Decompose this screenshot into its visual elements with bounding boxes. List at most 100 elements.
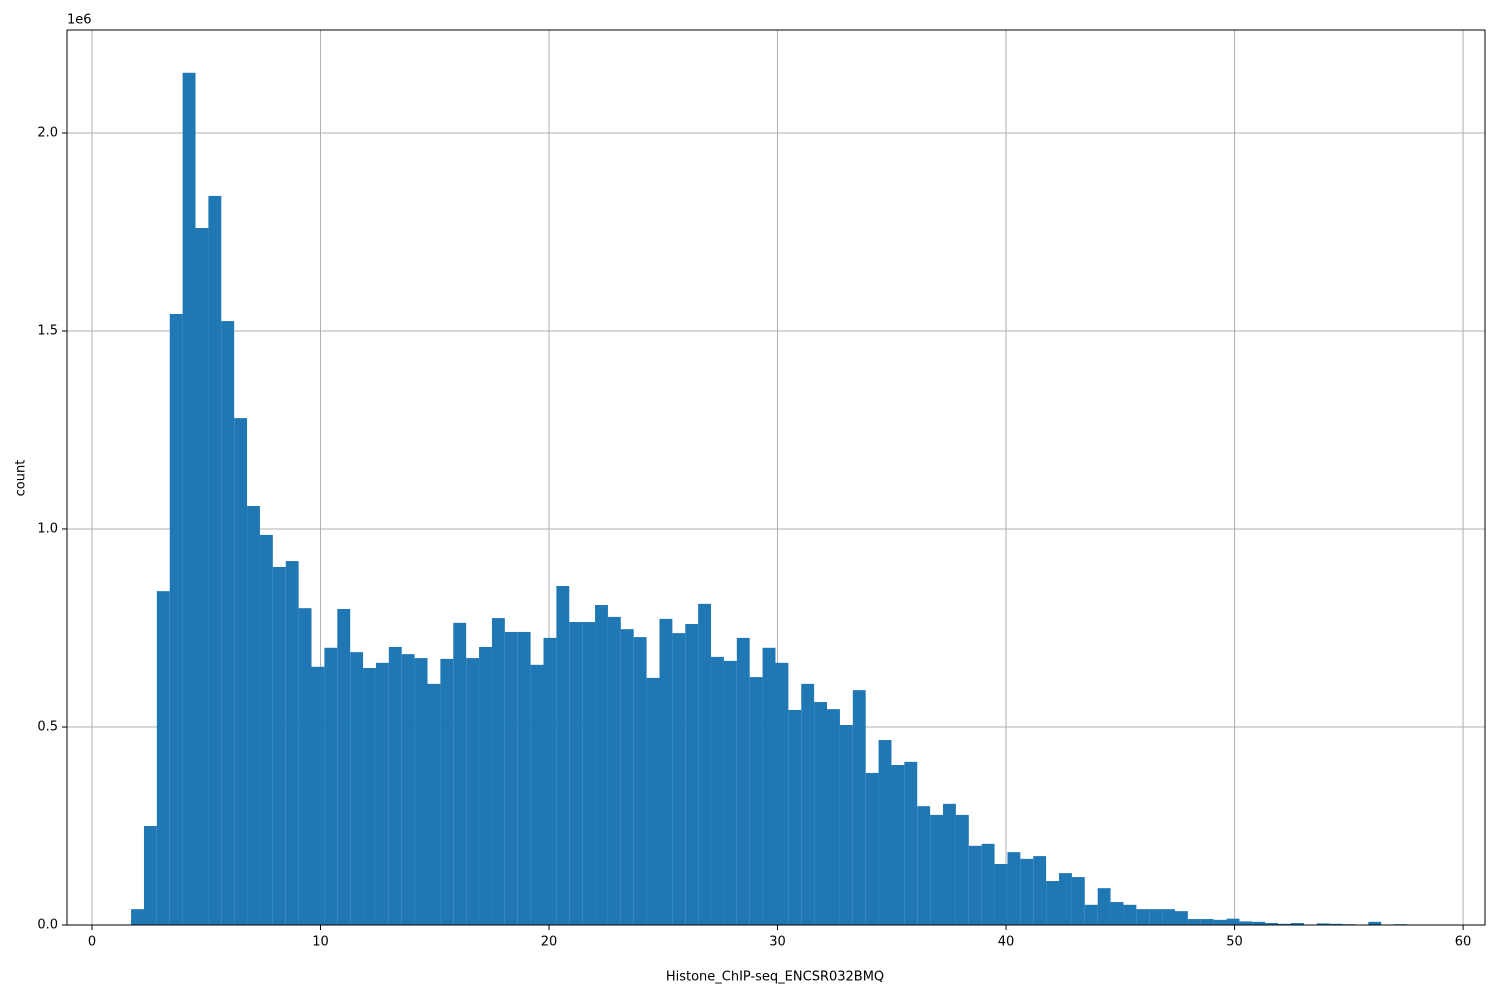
- bar: [736, 637, 750, 925]
- bar: [517, 631, 531, 925]
- bar: [852, 690, 866, 925]
- bar: [1110, 902, 1124, 925]
- bar: [775, 662, 789, 925]
- y-offset-label: 1e6: [67, 13, 92, 28]
- bar: [994, 864, 1008, 925]
- bar: [466, 658, 480, 925]
- bar: [259, 534, 273, 925]
- bar: [156, 591, 170, 925]
- bar: [865, 772, 879, 925]
- y-tick-label: 1.0: [37, 521, 58, 536]
- bar: [801, 683, 815, 925]
- bar: [633, 637, 647, 925]
- bar: [1290, 923, 1304, 925]
- bar: [1175, 911, 1188, 925]
- bar: [659, 618, 673, 925]
- bar: [827, 709, 840, 925]
- bar: [1162, 909, 1176, 925]
- bar: [1316, 923, 1330, 925]
- bar: [1136, 909, 1150, 925]
- plot-frame: [66, 29, 1486, 926]
- bar: [272, 567, 286, 925]
- x-tick-label: 20: [541, 935, 558, 950]
- bar: [1084, 904, 1098, 925]
- bar: [556, 586, 570, 925]
- bar: [1007, 852, 1021, 925]
- bar: [1265, 923, 1279, 925]
- x-tick-label: 60: [1455, 935, 1472, 950]
- bar: [311, 666, 325, 925]
- bar: [672, 633, 686, 925]
- bar: [530, 664, 544, 925]
- bar: [595, 605, 608, 925]
- bar: [247, 506, 260, 925]
- bar: [401, 654, 415, 925]
- bar: [1226, 918, 1240, 925]
- bar: [1368, 921, 1382, 925]
- bar: [1278, 923, 1291, 925]
- bar: [440, 658, 454, 925]
- bar: [685, 624, 699, 925]
- bar: [839, 725, 853, 925]
- bar: [182, 72, 196, 926]
- bar: [1020, 858, 1034, 925]
- bar: [491, 618, 505, 925]
- bar: [582, 622, 596, 925]
- bar: [131, 909, 144, 925]
- bar: [324, 647, 338, 925]
- bar: [968, 845, 982, 925]
- bar: [479, 646, 492, 925]
- bar: [955, 814, 969, 925]
- bar: [981, 843, 995, 925]
- y-tick-label: 0.0: [37, 918, 58, 933]
- bar: [1329, 923, 1343, 925]
- bar: [169, 313, 183, 925]
- bar: [814, 702, 828, 925]
- bar: [375, 662, 389, 925]
- bar: [504, 631, 518, 925]
- bar: [698, 603, 712, 925]
- bar: [337, 608, 351, 925]
- bar: [930, 814, 944, 925]
- bar: [788, 709, 802, 925]
- x-tick-label: 40: [998, 935, 1015, 950]
- bar: [1046, 881, 1060, 925]
- bar: [1033, 856, 1047, 925]
- bar: [195, 228, 209, 925]
- bar: [234, 418, 248, 925]
- bar: [917, 806, 931, 925]
- bar: [363, 667, 376, 925]
- bar: [414, 658, 428, 925]
- bar: [543, 637, 557, 925]
- bar: [891, 765, 905, 925]
- bar: [1187, 919, 1201, 925]
- y-tick-label: 1.5: [37, 323, 58, 338]
- bar: [1239, 921, 1253, 925]
- bar: [878, 740, 892, 925]
- bar: [762, 647, 776, 925]
- y-tick-label: 0.5: [37, 719, 58, 734]
- bar: [221, 321, 235, 925]
- bar: [943, 803, 956, 925]
- y-tick-label: 2.0: [37, 125, 58, 140]
- bar: [350, 652, 364, 925]
- bar: [904, 761, 918, 925]
- bar: [453, 622, 467, 925]
- bar: [723, 660, 737, 925]
- bar: [143, 825, 157, 925]
- x-tick-label: 50: [1226, 935, 1243, 950]
- x-tick-label: 0: [88, 935, 96, 950]
- bar: [427, 683, 441, 925]
- bar: [298, 608, 312, 925]
- bar: [749, 677, 763, 925]
- bar: [711, 656, 724, 925]
- bar: [1200, 919, 1214, 925]
- bar: [388, 646, 402, 925]
- bar: [1252, 921, 1266, 925]
- bar: [620, 629, 634, 925]
- y-axis-label: count: [14, 460, 29, 497]
- bar: [646, 677, 660, 925]
- bar: [1059, 873, 1072, 925]
